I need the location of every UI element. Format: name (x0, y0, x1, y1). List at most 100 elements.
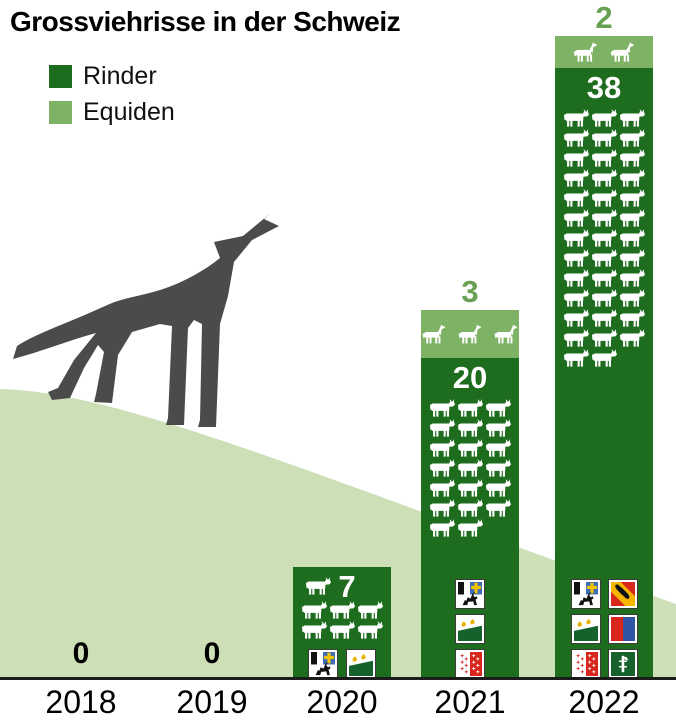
cow-icon (329, 621, 355, 639)
cow-icon (619, 249, 645, 267)
cow-icon (591, 269, 617, 287)
legend: Rinder Equiden (49, 62, 175, 127)
cow-icon (619, 309, 645, 327)
cow-icon (563, 289, 589, 307)
canton-flags-2021 (421, 580, 519, 678)
cow-icon (457, 499, 483, 517)
cow-icon (429, 519, 455, 537)
canton-flag-be (608, 580, 637, 608)
year-label-2021: 2021 (434, 684, 506, 720)
cow-icon (563, 209, 589, 227)
cow-icon (485, 499, 511, 517)
cow-icon (301, 621, 327, 639)
cow-grid-2020 (293, 601, 391, 639)
cow-icon (305, 577, 331, 595)
cow-icon (619, 109, 645, 127)
cow-icon (329, 601, 355, 619)
year-label-2018: 2018 (45, 684, 117, 720)
canton-flag-vs (456, 650, 484, 678)
cow-icon (591, 229, 617, 247)
rinder-swatch (49, 65, 72, 88)
cow-icon (485, 459, 511, 477)
cow-icon (591, 329, 617, 347)
cow-icon (485, 439, 511, 457)
cow-icon (457, 479, 483, 497)
canton-flag-sg (608, 650, 637, 678)
cow-icon (563, 329, 589, 347)
canton-flag-vs (571, 650, 600, 678)
rinder-section-2020: 7 (293, 567, 391, 680)
cow-icon (485, 479, 511, 497)
cow-icon (591, 149, 617, 167)
canton-flag-tg (571, 615, 600, 643)
cow-icon (357, 621, 383, 639)
canton-flag-tg (347, 650, 375, 678)
cow-icon (301, 601, 327, 619)
cow-icon (591, 109, 617, 127)
rinder-count-2020: 7 (338, 568, 356, 604)
year-label-2020: 2020 (306, 684, 378, 720)
cow-icon (591, 189, 617, 207)
cow-icon (619, 149, 645, 167)
canton-flag-gr (571, 580, 600, 608)
zero-value-2019: 0 (203, 637, 221, 670)
cow-icon (619, 329, 645, 347)
cow-grid-2022 (555, 109, 653, 367)
rinder-header-2020: 7 (293, 567, 391, 604)
canton-flags-2020 (293, 650, 391, 678)
equiden-section-2021 (421, 310, 519, 358)
equiden-count-2021: 3 (461, 274, 479, 309)
cow-icon (591, 169, 617, 187)
horse-icon (609, 42, 636, 62)
canton-flag-gr (456, 580, 484, 608)
cow-icon (563, 269, 589, 287)
cow-icon (591, 289, 617, 307)
cow-icon (619, 169, 645, 187)
cow-icon (619, 129, 645, 147)
horse-icon (457, 324, 483, 344)
cow-icon (563, 169, 589, 187)
rinder-count-2021: 20 (452, 360, 488, 395)
cow-icon (563, 229, 589, 247)
legend-label-equiden: Equiden (83, 98, 175, 126)
cow-icon (485, 399, 511, 417)
year-label-2019: 2019 (176, 684, 248, 720)
legend-label-rinder: Rinder (83, 62, 157, 90)
cow-icon (457, 419, 483, 437)
zero-value-2018: 0 (72, 637, 90, 670)
cow-icon (429, 419, 455, 437)
cow-icon (457, 519, 483, 537)
rinder-count-2022: 38 (586, 70, 622, 105)
bar-2021: 3 20 (421, 275, 519, 680)
legend-item-rinder: Rinder (49, 62, 175, 91)
horse-icon (421, 324, 447, 344)
cow-icon (591, 309, 617, 327)
equiden-count-2022: 2 (595, 0, 613, 35)
year-label-2022: 2022 (568, 684, 640, 720)
cow-icon (357, 601, 383, 619)
cow-icon (563, 309, 589, 327)
x-axis-line (0, 677, 676, 680)
cow-icon (485, 419, 511, 437)
horse-icon (572, 42, 599, 62)
cow-icon (429, 439, 455, 457)
canton-flag-gr (309, 650, 337, 678)
cow-grid-2021 (421, 399, 519, 537)
cow-icon (563, 129, 589, 147)
cow-icon (457, 439, 483, 457)
cow-icon (591, 249, 617, 267)
cow-icon (429, 479, 455, 497)
cow-icon (457, 459, 483, 477)
canton-flag-ti (608, 615, 637, 643)
cow-icon (591, 349, 617, 367)
cow-icon (619, 229, 645, 247)
rinder-section-2021: 20 (421, 358, 519, 680)
wolf-icon (13, 212, 279, 427)
cow-icon (563, 149, 589, 167)
cow-icon (619, 269, 645, 287)
canton-flag-tg (456, 615, 484, 643)
cow-icon (429, 459, 455, 477)
bar-2020: 7 (293, 567, 391, 680)
cow-icon (591, 129, 617, 147)
